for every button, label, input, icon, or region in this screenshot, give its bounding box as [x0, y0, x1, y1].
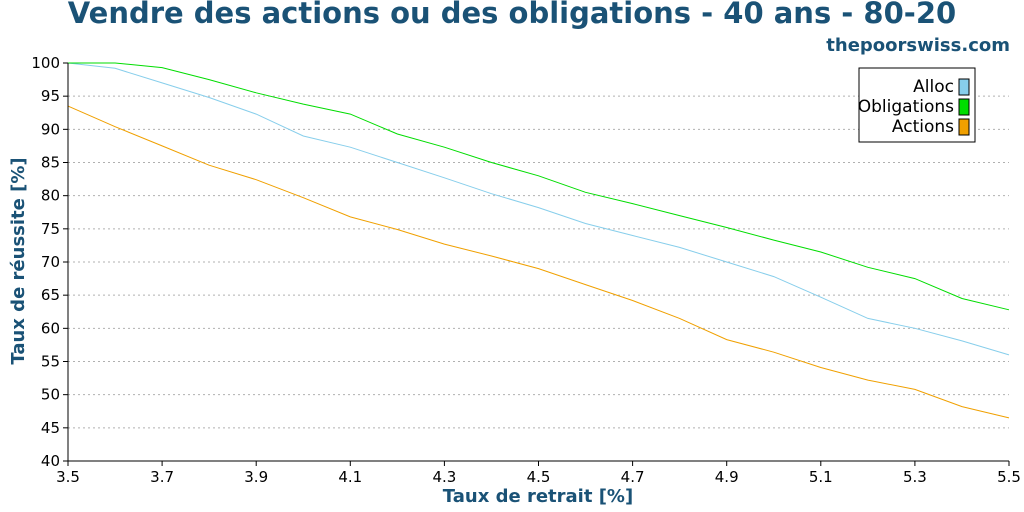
x-tick-label: 4.9 [715, 468, 739, 486]
x-tick-label: 3.9 [244, 468, 268, 486]
legend-box [858, 67, 976, 143]
legend-swatch [958, 118, 970, 136]
x-tick-label: 5.3 [903, 468, 927, 486]
y-tick-label: 95 [41, 87, 60, 105]
series-line-obligations [68, 62, 1010, 311]
y-tick-label: 75 [41, 220, 60, 238]
legend-entry-label: Alloc [913, 77, 954, 97]
y-tick-label: 80 [41, 187, 60, 205]
y-tick-label: 40 [41, 452, 60, 470]
y-tick-label: 65 [41, 286, 60, 304]
y-tick-label: 90 [41, 120, 60, 138]
y-tick-label: 50 [41, 386, 60, 404]
series-line-alloc [67, 62, 1010, 356]
x-tick-label: 4.3 [432, 468, 456, 486]
source-label: thepoorswiss.com [826, 35, 1010, 56]
y-tick-label: 70 [41, 253, 60, 271]
series-lines [67, 62, 1010, 419]
x-tick-label: 4.5 [527, 468, 551, 486]
chart-title: Vendre des actions ou des obligations - … [67, 0, 957, 30]
grid-lines [68, 95, 1009, 429]
y-tick-label: 45 [41, 419, 60, 437]
x-axis-label: Taux de retrait [%] [443, 486, 633, 507]
x-tick-label: 4.7 [621, 468, 645, 486]
y-tick-label: 100 [31, 54, 60, 72]
x-tick-label: 4.1 [338, 468, 362, 486]
x-axis-ticks: 3.5 3.7 3.9 4.1 4.3 4.5 4.7 4.9 5.1 5.3 5.5 [56, 461, 1021, 486]
y-tick-label: 60 [41, 319, 60, 337]
x-tick-label: 5.5 [997, 468, 1021, 486]
y-tick-label: 55 [41, 353, 60, 371]
legend-entry-label: Obligations [858, 97, 954, 117]
legend-swatch [958, 78, 970, 96]
y-tick-label: 85 [41, 154, 60, 172]
y-axis-ticks: 40 45 50 55 60 65 70 75 80 85 90 95 100 [31, 54, 68, 470]
legend-swatch [958, 98, 970, 116]
x-tick-label: 3.7 [150, 468, 174, 486]
series-line-actions [67, 105, 1010, 419]
y-axis-label: Taux de réussite [%] [8, 157, 29, 364]
x-tick-label: 3.5 [56, 468, 80, 486]
x-tick-label: 5.1 [809, 468, 833, 486]
legend-entry-label: Actions [892, 117, 954, 137]
